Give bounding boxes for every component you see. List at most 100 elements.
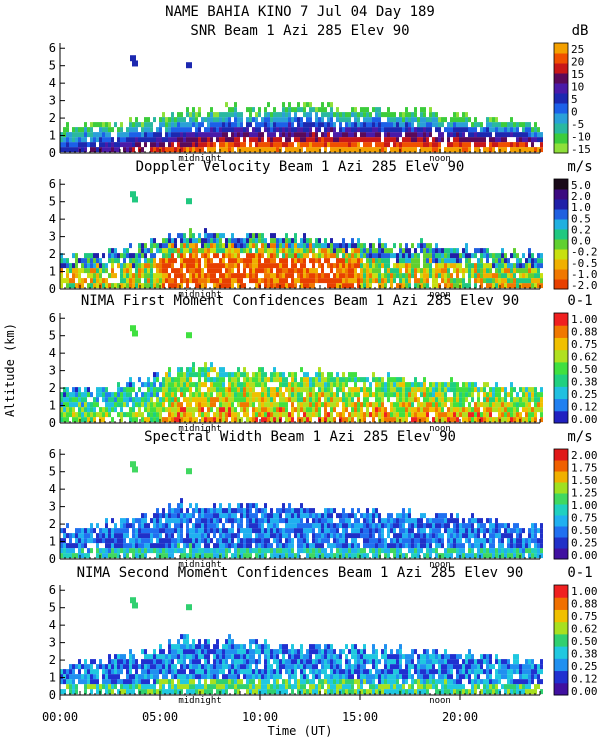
heatmap-cell — [255, 397, 258, 403]
heatmap-cell — [228, 538, 231, 544]
heatmap-cell — [243, 397, 246, 403]
heatmap-cell — [408, 508, 411, 514]
heatmap-cell — [63, 553, 66, 559]
heatmap-cell — [246, 508, 249, 514]
heatmap-cell — [195, 528, 198, 534]
heatmap-cell — [252, 538, 255, 544]
heatmap-cell — [408, 543, 411, 549]
heatmap-cell — [321, 402, 324, 408]
heatmap-cell — [150, 412, 153, 418]
heatmap-cell — [468, 278, 471, 284]
heatmap-cell — [225, 412, 228, 418]
heatmap-cell — [501, 263, 504, 269]
heatmap-cell — [258, 402, 261, 408]
heatmap-cell — [375, 137, 378, 143]
heatmap-cell — [225, 548, 228, 554]
heatmap-cell — [351, 147, 354, 153]
heatmap-cell — [414, 382, 417, 388]
heatmap-cell — [492, 278, 495, 284]
heatmap-cell — [519, 387, 522, 393]
heatmap-cell — [117, 402, 120, 408]
heatmap-cell — [390, 122, 393, 128]
heatmap-cell — [144, 553, 147, 559]
heatmap-cell — [417, 523, 420, 529]
colorbar-tick-label: 0.88 — [571, 326, 598, 339]
heatmap-cell — [477, 122, 480, 128]
heatmap-cell — [249, 122, 252, 128]
heatmap-cell — [321, 107, 324, 113]
heatmap-cell — [270, 402, 273, 408]
heatmap-cell — [198, 382, 201, 388]
heatmap-cell — [261, 412, 264, 418]
heatmap-cell — [267, 548, 270, 554]
heatmap-cell — [96, 392, 99, 398]
heatmap-cell — [261, 508, 264, 514]
heatmap-cell — [417, 263, 420, 269]
heatmap-cell — [72, 402, 75, 408]
heatmap-cell — [534, 258, 537, 264]
heatmap-cell — [99, 273, 102, 279]
heatmap-cell — [393, 533, 396, 539]
heatmap-cell — [363, 263, 366, 269]
heatmap-cell — [165, 407, 168, 413]
heatmap-cell — [501, 127, 504, 133]
heatmap-cell — [402, 533, 405, 539]
heatmap-cell — [534, 132, 537, 138]
heatmap-cell — [279, 387, 282, 393]
heatmap-cell — [213, 387, 216, 393]
heatmap-cell — [408, 253, 411, 259]
heatmap-cell — [117, 412, 120, 418]
heatmap-cell — [84, 258, 87, 264]
heatmap-cell — [333, 397, 336, 403]
heatmap-cell — [141, 132, 144, 138]
heatmap-cell — [378, 248, 381, 254]
heatmap-cell — [318, 387, 321, 393]
heatmap-cell — [408, 273, 411, 279]
heatmap-cell — [354, 137, 357, 143]
heatmap-cell — [261, 387, 264, 393]
heatmap-cell — [177, 268, 180, 274]
heatmap-cell — [399, 392, 402, 398]
heatmap-cell — [405, 122, 408, 128]
heatmap-cell — [93, 263, 96, 269]
heatmap-cell — [93, 278, 96, 284]
heatmap-cell — [144, 417, 147, 423]
heatmap-cell — [222, 112, 225, 118]
heatmap-cell — [90, 258, 93, 264]
heatmap-cell — [483, 402, 486, 408]
heatmap-cell — [171, 243, 174, 249]
heatmap-cell — [462, 253, 465, 259]
heatmap-cell — [204, 137, 207, 143]
heatmap-cell — [339, 278, 342, 284]
heatmap-cell — [273, 372, 276, 378]
heatmap-cell — [444, 387, 447, 393]
heatmap-cell — [528, 397, 531, 403]
heatmap-cell — [363, 382, 366, 388]
heatmap-cell — [294, 137, 297, 143]
heatmap-cell — [84, 137, 87, 143]
heatmap-cell — [240, 538, 243, 544]
heatmap-cell — [384, 278, 387, 284]
heatmap-cell — [318, 117, 321, 123]
heatmap-cell — [531, 253, 534, 259]
heatmap-cell — [441, 132, 444, 138]
heatmap-cell — [186, 553, 189, 559]
heatmap-cell — [123, 142, 126, 148]
heatmap-cell — [327, 258, 330, 264]
heatmap-cell — [372, 528, 375, 534]
heatmap-cell — [264, 127, 267, 133]
heatmap-cell — [228, 117, 231, 123]
heatmap-cell — [219, 548, 222, 554]
heatmap-cell — [324, 273, 327, 279]
heatmap-cell — [168, 263, 171, 269]
heatmap-cell — [480, 127, 483, 133]
heatmap-cell — [198, 412, 201, 418]
heatmap-cell — [63, 407, 66, 413]
heatmap-cell — [189, 533, 192, 539]
heatmap-cell — [426, 548, 429, 554]
heatmap-cell — [495, 117, 498, 123]
heatmap-cell — [387, 253, 390, 259]
heatmap-cell — [285, 387, 288, 393]
heatmap-cell — [234, 132, 237, 138]
heatmap-cell — [345, 513, 348, 519]
